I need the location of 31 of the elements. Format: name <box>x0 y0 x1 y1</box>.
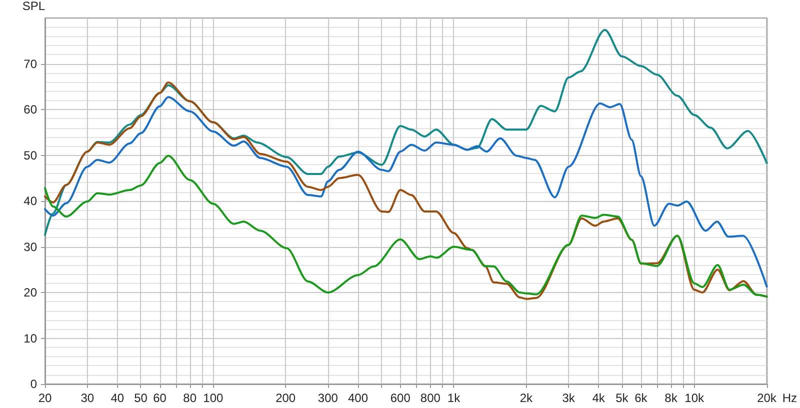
x-tick-label: 5k <box>616 391 630 405</box>
x-tick-label: 3k <box>562 391 576 405</box>
y-axis-title: SPL <box>22 0 46 13</box>
x-tick-label: 50 <box>134 391 148 405</box>
y-tick-label: 0 <box>30 377 38 391</box>
x-tick-label: 6k <box>634 391 648 405</box>
x-tick-label: 40 <box>110 391 124 405</box>
x-axis-title: Hz <box>782 391 798 405</box>
x-tick-label: 20k <box>757 391 778 405</box>
x-tick-label: 30 <box>80 391 94 405</box>
x-tick-label: 4k <box>592 391 606 405</box>
x-tick-label: 2k <box>520 391 534 405</box>
x-tick-label: 800 <box>420 391 441 405</box>
y-tick-label: 70 <box>24 56 38 71</box>
y-tick-label: 60 <box>24 102 38 116</box>
x-tick-label: 600 <box>390 391 411 405</box>
x-tick-label: 80 <box>183 391 197 405</box>
x-tick-label: 200 <box>276 391 296 405</box>
y-tick-label: 30 <box>24 240 38 254</box>
y-tick-label: 20 <box>24 286 38 300</box>
x-tick-label: 300 <box>318 391 338 405</box>
x-tick-label: 10k <box>684 391 706 405</box>
y-tick-label: 10 <box>24 331 38 346</box>
x-tick-label: 60 <box>153 391 167 405</box>
x-tick-label: 20 <box>38 391 52 405</box>
y-tick-label: 50 <box>24 148 38 162</box>
x-tick-label: 100 <box>203 391 224 405</box>
x-tick-label: 1k <box>447 391 462 405</box>
x-tick-label: 400 <box>348 391 368 405</box>
y-tick-label: 40 <box>24 194 38 208</box>
x-tick-label: 8k <box>664 391 678 405</box>
